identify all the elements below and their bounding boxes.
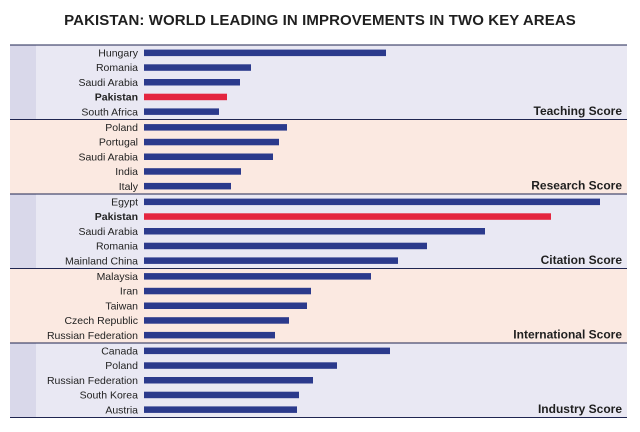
category-label: Taiwan <box>105 300 138 312</box>
category-label: Portugal <box>99 137 138 149</box>
bar-research-score-portugal <box>144 138 279 146</box>
category-label: Russian Federation <box>47 375 138 387</box>
group-label-research-score: Research Score <box>531 179 622 193</box>
bar-industry-score-south-korea <box>144 391 299 399</box>
category-label: Saudi Arabia <box>78 151 138 163</box>
chart-title: PAKISTAN: WORLD LEADING IN IMPROVEMENTS … <box>64 12 576 29</box>
bar-industry-score-poland <box>144 362 337 369</box>
citation-score-left-strip <box>10 194 36 269</box>
bar-industry-score-russian-federation <box>144 377 313 384</box>
industry-score-band <box>10 343 627 418</box>
bar-citation-score-egypt <box>144 198 600 206</box>
bar-teaching-score-hungary <box>144 49 386 57</box>
bar-research-score-saudi-arabia <box>144 153 273 160</box>
bar-citation-score-pakistan <box>144 213 551 220</box>
category-label: Pakistan <box>95 92 138 104</box>
category-label: Iran <box>120 286 138 298</box>
category-label: Hungary <box>98 47 138 59</box>
bar-research-score-poland <box>144 124 287 131</box>
bar-international-score-iran <box>144 287 311 295</box>
category-label: Romania <box>96 62 138 74</box>
group-label-citation-score: Citation Score <box>541 253 623 267</box>
category-label: South Africa <box>81 106 138 118</box>
bar-research-score-india <box>144 168 241 175</box>
category-label: Saudi Arabia <box>78 77 138 89</box>
category-label: Egypt <box>111 196 138 208</box>
international-score-band <box>10 268 627 343</box>
bar-international-score-taiwan <box>144 302 307 309</box>
bar-citation-score-mainland-china <box>144 257 398 264</box>
teaching-score-band <box>10 45 627 120</box>
category-label: Pakistan <box>95 211 138 223</box>
category-label: Mainland China <box>65 255 138 267</box>
group-label-teaching-score: Teaching Score <box>534 104 623 118</box>
category-label: Malaysia <box>97 271 139 283</box>
bar-research-score-italy <box>144 182 231 190</box>
bar-international-score-russian-federation <box>144 331 275 339</box>
bar-teaching-score-south-africa <box>144 108 219 115</box>
research-score-band <box>10 119 627 194</box>
category-label: Russian Federation <box>47 330 138 342</box>
category-label: Poland <box>105 360 138 372</box>
category-label: Romania <box>96 241 138 253</box>
bar-international-score-czech-republic <box>144 317 289 324</box>
bar-teaching-score-saudi-arabia <box>144 79 240 86</box>
bar-industry-score-canada <box>144 347 390 355</box>
bar-international-score-malaysia <box>144 273 371 280</box>
category-label: Austria <box>105 404 138 416</box>
category-label: India <box>115 166 138 178</box>
bar-teaching-score-romania <box>144 64 251 71</box>
teaching-score-left-strip <box>10 45 36 120</box>
category-label: Poland <box>105 122 138 134</box>
category-label: Canada <box>101 345 138 357</box>
group-label-international-score: International Score <box>513 328 622 342</box>
group-label-industry-score: Industry Score <box>538 402 622 416</box>
category-label: Saudi Arabia <box>78 226 138 238</box>
bar-industry-score-austria <box>144 406 297 413</box>
bar-citation-score-saudi-arabia <box>144 228 485 235</box>
bar-citation-score-romania <box>144 242 427 250</box>
industry-score-left-strip <box>10 343 36 418</box>
category-label: South Korea <box>80 390 139 402</box>
bar-teaching-score-pakistan <box>144 93 227 101</box>
category-label: Italy <box>119 181 139 193</box>
category-label: Czech Republic <box>64 315 138 327</box>
